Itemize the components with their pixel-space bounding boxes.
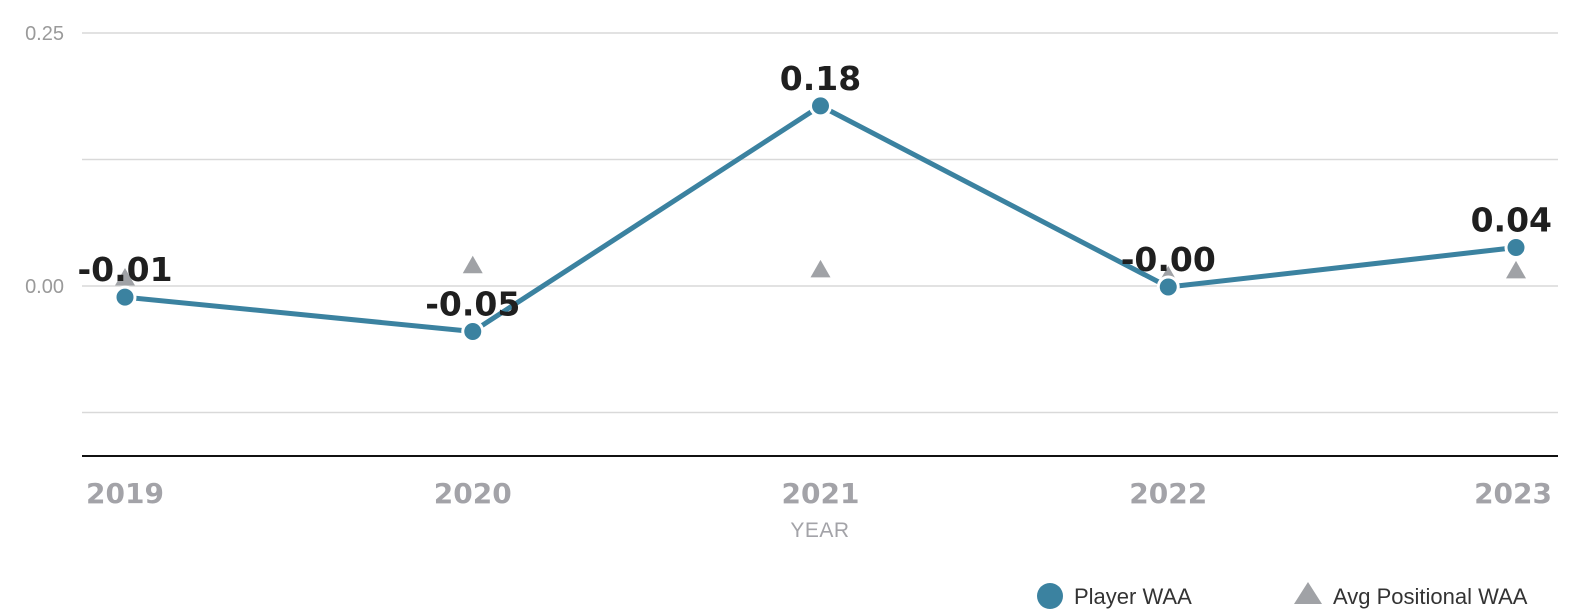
avg-positional-waa-point	[115, 267, 135, 286]
x-tick-label: 2022	[1129, 477, 1207, 510]
series-layer: -0.01 -0.05 0.18 -0.00 0.04	[77, 59, 1552, 344]
legend-player-waa-marker	[1037, 583, 1063, 609]
legend-player-waa-label: Player WAA	[1074, 584, 1192, 609]
player-waa-data-label: -0.01	[77, 250, 172, 289]
legend-avg-positional-waa-marker	[1294, 582, 1322, 604]
avg-positional-waa-point	[810, 259, 831, 278]
player-waa-point	[461, 320, 485, 344]
x-tick-label: 2021	[782, 477, 860, 510]
y-axis-ticks: 0.25 0.00	[25, 23, 64, 298]
x-tick-label: 2023	[1474, 477, 1552, 510]
x-tick-label: 2019	[86, 477, 164, 510]
x-axis-ticks: 2019 2020 2021 2022 2023	[86, 477, 1552, 510]
player-waa-line	[124, 103, 1517, 335]
player-waa-data-label: -0.00	[1121, 240, 1216, 279]
y-tick-label: 0.25	[25, 23, 64, 45]
avg-positional-waa-point	[1506, 260, 1526, 279]
y-tick-label: 0.00	[25, 276, 64, 298]
player-waa-data-label: -0.05	[425, 285, 520, 324]
x-axis-title: YEAR	[790, 519, 849, 542]
avg-positional-waa-point	[462, 255, 483, 274]
legend: Player WAA Avg Positional WAA	[1037, 582, 1528, 609]
player-waa-point	[809, 94, 832, 118]
x-tick-label: 2020	[434, 477, 512, 510]
player-waa-point	[1504, 236, 1528, 260]
player-waa-point	[113, 285, 137, 309]
player-waa-data-label: 0.18	[780, 59, 861, 98]
gridlines	[82, 32, 1558, 414]
legend-avg-positional-waa-label: Avg Positional WAA	[1333, 584, 1528, 609]
player-waa-data-label: 0.04	[1471, 201, 1552, 240]
player-waa-point	[1156, 275, 1180, 299]
